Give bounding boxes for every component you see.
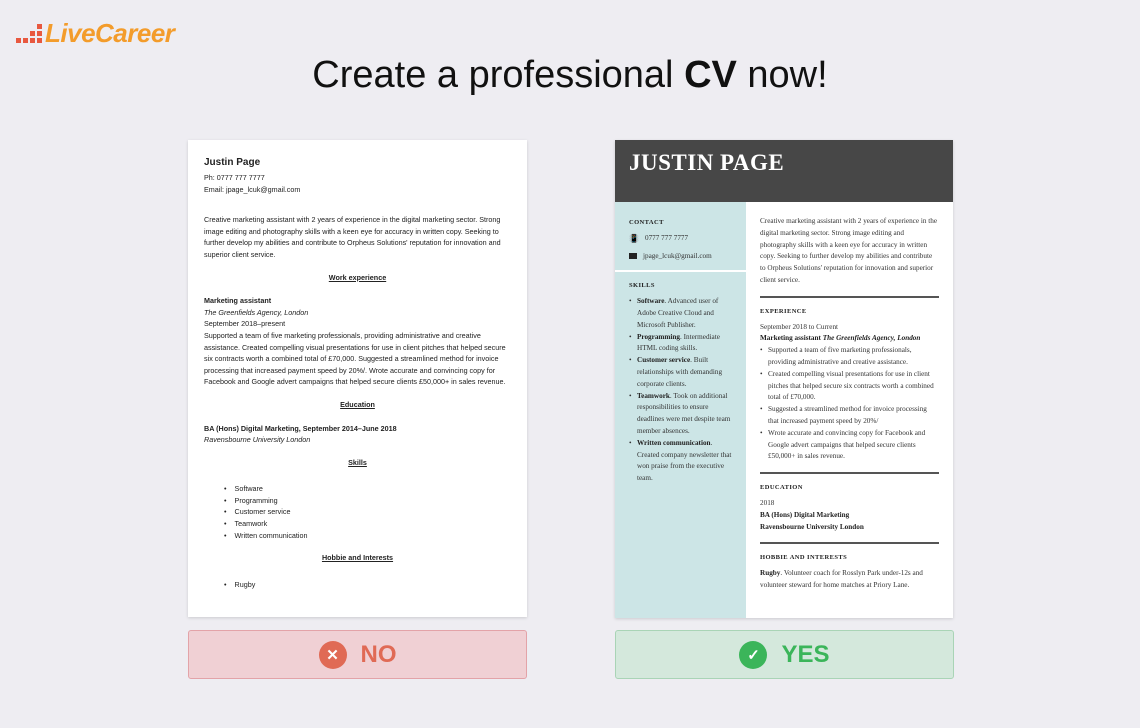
page-title: Create a professional CV now! (312, 54, 828, 96)
section-heading: CONTACT (629, 219, 664, 226)
list-item: Customer service. Built relationships wi… (629, 355, 734, 390)
livecareer-logo[interactable]: LiveCareer (16, 18, 175, 49)
list-item: Programming. Intermediate HTML coding sk… (629, 332, 734, 356)
list-item: Supported a team of five marketing profe… (760, 345, 939, 369)
list-item: Teamwork (224, 518, 511, 530)
list-item: Software (224, 483, 511, 495)
school: Ravensbourne University London (760, 522, 864, 531)
cv-phone: Ph: 0777 777 7777 (204, 173, 265, 182)
list-item: Programming (224, 495, 511, 507)
cv-sidebar: CONTACT 📳 0777 777 7777 jpage_lcuk@gmail.… (615, 202, 746, 618)
email-icon (629, 253, 637, 260)
job-title: Marketing assistant (204, 296, 272, 306)
divider (615, 270, 746, 273)
list-item: Written communication. Created company n… (629, 438, 734, 485)
cv-email: jpage_lcuk@gmail.com (643, 251, 712, 260)
cv-main: Creative marketing assistant with 2 year… (760, 202, 939, 592)
logo-text: LiveCareer (45, 18, 175, 48)
list-item: Suggested a streamlined method for invoi… (760, 404, 939, 428)
list-item: Rugby (224, 579, 511, 591)
job-title: Marketing assistant The Greenfields Agen… (760, 334, 921, 343)
no-verdict-banner: ✕ NO (188, 630, 527, 679)
hobby: Rugby. Volunteer coach for Rosslyn Park … (760, 569, 923, 589)
section-heading: EXPERIENCE (760, 307, 807, 315)
skills-list: Software Programming Customer service Te… (224, 483, 511, 541)
check-circle-icon: ✓ (739, 640, 768, 669)
degree: BA (Hons) Digital Marketing (760, 510, 850, 519)
list-item: Created compelling visual presentations … (760, 369, 939, 404)
cv-summary: Creative marketing assistant with 2 year… (204, 215, 501, 259)
yes-label: YES (781, 640, 830, 668)
list-item: Wrote accurate and convincing copy for F… (760, 428, 939, 463)
divider (760, 542, 939, 545)
cv-name: Justin Page (204, 157, 261, 168)
degree: BA (Hons) Digital Marketing, September 2… (204, 423, 397, 433)
school: Ravensbourne University London (204, 435, 311, 445)
list-item: Software. Advanced user of Adobe Creativ… (629, 296, 734, 331)
bad-cv-example: Justin Page Ph: 0777 777 7777 Email: jpa… (188, 140, 527, 617)
skills-list: Software. Advanced user of Adobe Creativ… (629, 296, 734, 485)
hobbies-list: Rugby (224, 579, 511, 591)
list-item: Customer service (224, 506, 511, 518)
cv-email: Email: jpage_lcuk@gmail.com (204, 184, 301, 194)
list-item: Written communication (224, 530, 511, 542)
section-heading: Skills (348, 457, 367, 467)
section-heading: HOBBIE AND INTERESTS (760, 554, 848, 562)
job-dates: September 2018–present (204, 319, 286, 329)
phone-icon: 📳 (629, 233, 639, 243)
section-heading: Work experience (328, 272, 387, 282)
divider (760, 295, 939, 298)
x-circle-icon: ✕ (318, 640, 347, 669)
edu-year: 2018 (760, 498, 775, 507)
cv-phone: 0777 777 7777 (644, 233, 689, 242)
cv-name-header: JUSTIN PAGE (615, 140, 953, 202)
section-heading: Education (340, 399, 375, 409)
list-item: Teamwork. Took on additional responsibil… (629, 391, 734, 438)
section-heading: EDUCATION (760, 484, 803, 492)
job-description: Supported a team of five marketing profe… (204, 330, 506, 387)
no-label: NO (360, 640, 397, 668)
cv-summary: Creative marketing assistant with 2 year… (760, 217, 938, 284)
job-dates: September 2018 to Current (760, 322, 839, 331)
yes-verdict-banner: ✓ YES (615, 630, 954, 679)
good-cv-example: JUSTIN PAGE CONTACT 📳 0777 777 7777 jpage… (615, 140, 953, 618)
company: The Greenfields Agency, London (204, 307, 309, 317)
logo-dots-icon (16, 24, 42, 43)
section-heading: Hobbie and Interests (321, 553, 394, 563)
divider (760, 472, 939, 475)
experience-list: Supported a team of five marketing profe… (760, 345, 939, 463)
section-heading: SKILLS (629, 282, 655, 290)
